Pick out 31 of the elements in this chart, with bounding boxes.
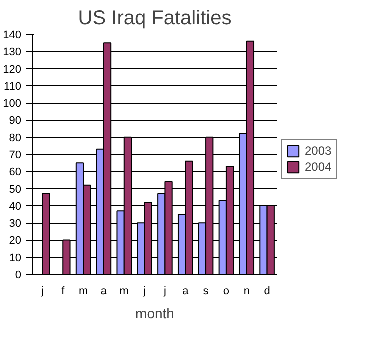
legend-label: 2004 (305, 160, 332, 174)
y-tick-label: 140 (3, 30, 22, 42)
y-tick-label: 90 (9, 115, 22, 128)
y-tick-label: 50 (9, 184, 22, 196)
x-tick-label: a (182, 286, 190, 298)
y-tick-label: 10 (9, 252, 22, 264)
y-tick-label: 60 (9, 166, 22, 179)
legend-label: 2003 (305, 144, 332, 158)
x-tick-label: j (142, 286, 146, 298)
y-tick-label: 120 (3, 64, 22, 76)
x-tick-label: d (264, 286, 270, 298)
x-tick-label: j (40, 286, 44, 298)
x-tick-label: f (62, 286, 66, 298)
y-tick-label: 30 (9, 218, 22, 230)
y-tick-label: 0 (15, 270, 22, 282)
y-tick-label: 80 (9, 132, 22, 144)
x-tick-label: m (120, 286, 129, 298)
x-tick-label: n (244, 286, 250, 298)
y-tick-label: 20 (9, 235, 22, 248)
x-tick-label: o (223, 286, 230, 298)
x-tick-label: s (203, 286, 210, 298)
chart-title: US Iraq Fatalities (78, 8, 232, 30)
x-tick-label: a (100, 286, 108, 298)
x-tick-label: j (162, 286, 166, 298)
y-tick-label: 130 (3, 46, 22, 59)
y-tick-label: 100 (3, 98, 22, 110)
y-tick-label: 70 (9, 150, 22, 162)
y-tick-label: 110 (4, 80, 22, 93)
x-axis-title: month (136, 306, 174, 322)
x-tick-label: m (78, 286, 88, 298)
y-tick-label: 40 (9, 200, 22, 213)
